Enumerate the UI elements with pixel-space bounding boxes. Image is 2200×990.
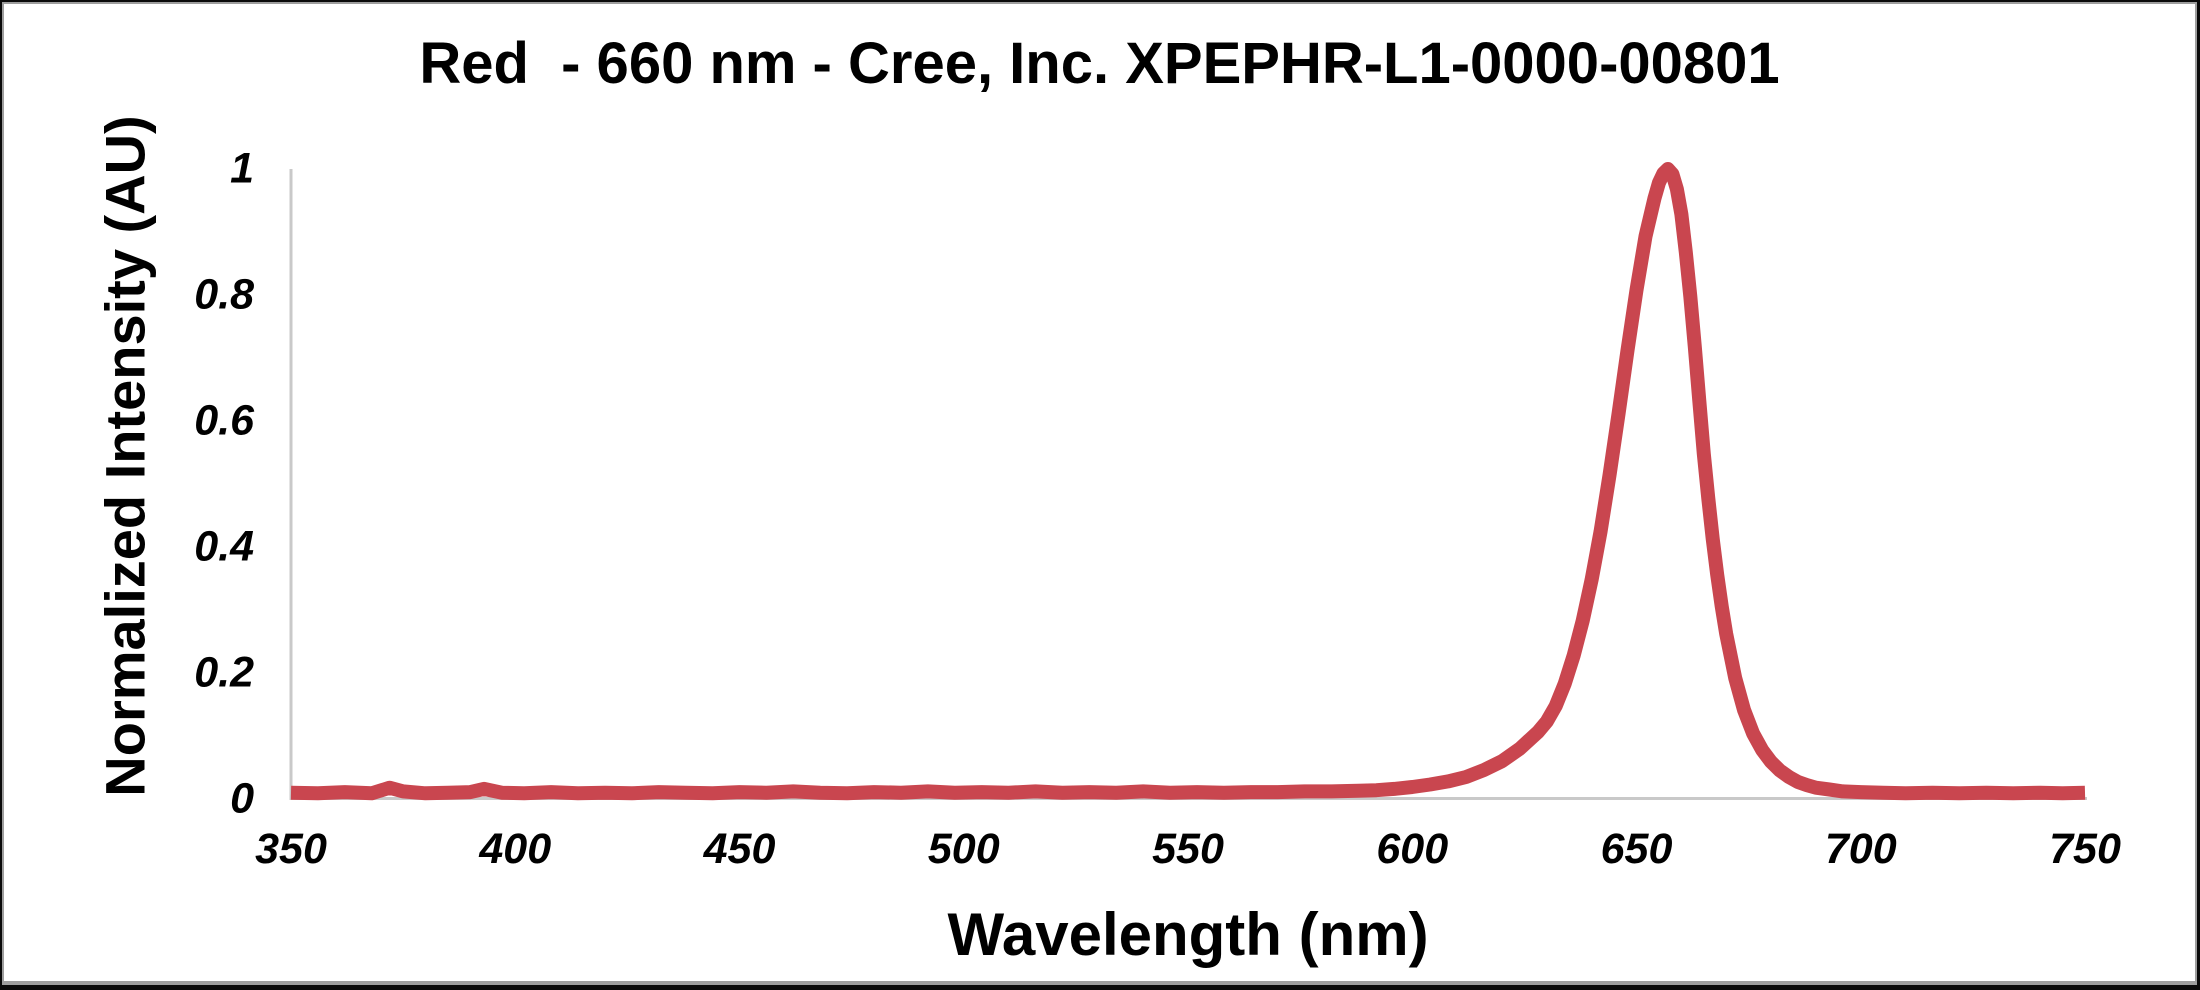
x-tick-label: 750: [2049, 825, 2121, 873]
x-tick-label: 600: [1376, 825, 1449, 873]
y-tick-label: 0.2: [194, 648, 254, 697]
x-tick-label: 550: [1152, 825, 1224, 873]
y-tick-label: 0.6: [194, 396, 254, 445]
x-tick-label: 500: [927, 825, 1000, 873]
y-tick-label: 0.8: [194, 270, 254, 319]
spectrum-curve: [290, 162, 2086, 801]
y-tick-label: 0.4: [194, 522, 254, 571]
x-tick-label: 350: [255, 825, 327, 873]
x-tick-label: 700: [1824, 825, 1897, 873]
x-axis-title: Wavelength (nm): [947, 901, 1429, 968]
x-tick-label: 650: [1600, 825, 1673, 873]
plot-area: [289, 162, 2087, 801]
y-tick-label: 1: [230, 144, 254, 193]
chart-title: Red - 660 nm - Cree, Inc. XPEPHR-L1-0000…: [419, 31, 1780, 96]
x-tick-label: 400: [479, 825, 552, 873]
y-tick-label: 0: [230, 774, 254, 823]
x-tick-label: 450: [703, 825, 776, 873]
